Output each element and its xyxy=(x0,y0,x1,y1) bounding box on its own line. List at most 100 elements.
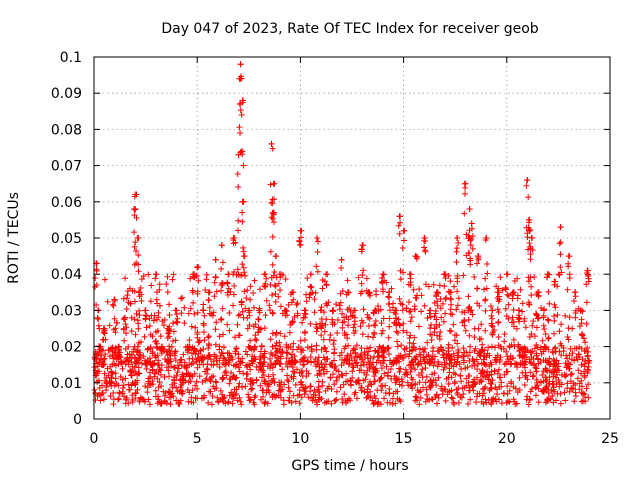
data-point xyxy=(238,401,245,408)
data-point xyxy=(483,285,490,292)
data-point xyxy=(551,278,558,285)
data-point xyxy=(258,396,265,403)
data-point xyxy=(379,286,386,293)
data-point xyxy=(217,387,224,394)
data-point xyxy=(120,295,127,302)
data-point xyxy=(526,239,533,246)
data-point xyxy=(235,217,242,224)
data-point xyxy=(423,373,430,380)
data-point xyxy=(314,268,321,275)
data-point xyxy=(205,296,212,303)
data-point xyxy=(251,304,258,311)
data-point xyxy=(343,356,350,363)
data-point xyxy=(218,350,225,357)
data-point xyxy=(382,346,389,353)
data-point xyxy=(388,375,395,382)
data-point xyxy=(291,369,298,376)
data-point xyxy=(290,368,297,375)
data-point xyxy=(430,344,437,351)
data-point xyxy=(262,399,269,406)
data-point xyxy=(179,379,186,386)
data-point xyxy=(469,311,476,318)
data-point xyxy=(154,375,161,382)
data-point xyxy=(142,307,149,314)
data-point xyxy=(179,294,186,301)
data-point xyxy=(367,344,374,351)
data-point xyxy=(441,386,448,393)
data-point xyxy=(277,330,284,337)
data-point xyxy=(250,346,257,353)
data-point xyxy=(116,390,123,397)
data-point xyxy=(171,376,178,383)
data-point xyxy=(177,384,184,391)
data-point xyxy=(98,352,105,359)
data-point xyxy=(359,319,366,326)
data-point xyxy=(122,375,129,382)
data-point xyxy=(361,369,368,376)
data-point xyxy=(296,237,303,244)
data-point xyxy=(190,299,197,306)
data-point xyxy=(201,312,208,319)
data-point xyxy=(235,184,242,191)
data-point xyxy=(584,366,591,373)
data-point xyxy=(551,388,558,395)
data-point xyxy=(511,277,518,284)
data-point xyxy=(564,385,571,392)
data-point xyxy=(110,355,117,362)
data-point xyxy=(170,271,177,278)
data-point xyxy=(132,379,139,386)
data-point xyxy=(347,382,354,389)
data-point xyxy=(478,348,485,355)
data-point xyxy=(412,393,419,400)
data-point xyxy=(358,387,365,394)
data-point xyxy=(431,313,438,320)
data-point xyxy=(475,361,482,368)
data-point xyxy=(421,302,428,309)
data-point xyxy=(545,390,552,397)
data-point xyxy=(242,348,249,355)
data-point xyxy=(551,358,558,365)
data-point xyxy=(194,309,201,316)
data-point xyxy=(552,304,559,311)
data-point xyxy=(255,316,262,323)
data-point xyxy=(443,294,450,301)
data-point xyxy=(428,382,435,389)
data-point xyxy=(188,350,195,357)
data-point xyxy=(496,383,503,390)
data-point xyxy=(516,318,523,325)
data-point xyxy=(132,206,139,213)
data-point xyxy=(301,361,308,368)
data-point xyxy=(196,373,203,380)
data-point xyxy=(270,219,277,226)
data-point xyxy=(474,253,481,260)
data-point xyxy=(387,307,393,314)
data-point xyxy=(220,395,227,402)
data-point xyxy=(152,337,159,344)
data-point xyxy=(284,350,291,357)
data-point xyxy=(515,341,522,348)
data-point xyxy=(437,329,444,336)
data-point xyxy=(265,383,272,390)
data-point xyxy=(578,316,585,323)
data-point xyxy=(135,339,142,346)
data-point xyxy=(338,349,345,356)
data-point xyxy=(134,348,141,355)
data-point xyxy=(566,352,573,359)
data-point xyxy=(550,373,557,380)
data-point xyxy=(355,274,362,281)
data-point xyxy=(112,325,119,332)
data-point xyxy=(485,344,492,351)
data-point xyxy=(171,364,178,371)
data-point xyxy=(389,401,396,408)
data-point xyxy=(503,348,510,355)
data-point xyxy=(427,377,434,384)
data-point xyxy=(100,396,107,403)
data-point xyxy=(540,348,547,355)
data-point xyxy=(230,271,237,278)
data-point xyxy=(386,315,393,322)
data-point xyxy=(93,267,100,274)
data-point xyxy=(533,365,540,372)
data-point xyxy=(123,330,130,337)
x-tick-label: 25 xyxy=(601,431,619,447)
data-point xyxy=(292,398,299,405)
